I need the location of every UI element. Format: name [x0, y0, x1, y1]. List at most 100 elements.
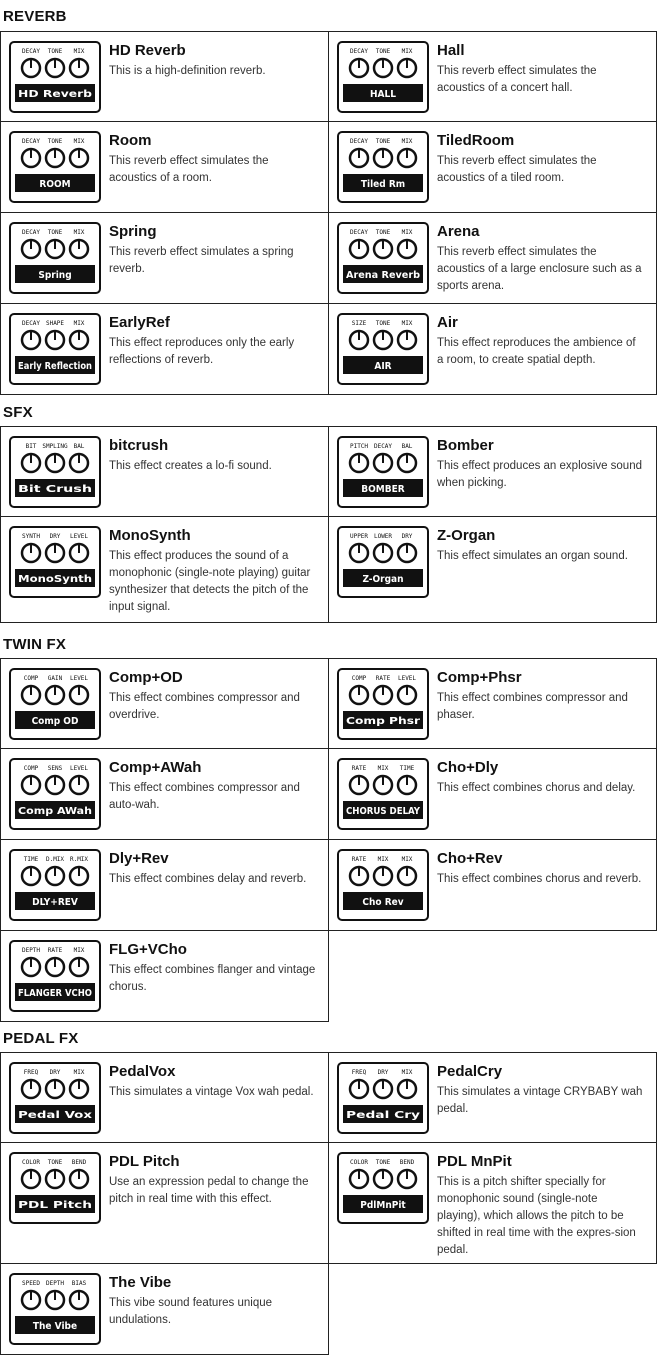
svg-text:TONE: TONE [376, 229, 391, 236]
svg-text:Pedal Vox: Pedal Vox [18, 1110, 92, 1121]
effect-name: PDL MnPit [437, 1153, 512, 1170]
effect-description: This effect simulates an organ sound. [437, 550, 628, 562]
svg-text:DRY: DRY [50, 533, 61, 540]
svg-text:DECAY: DECAY [22, 48, 40, 55]
flg-vcho-pedal-icon: DEPTH RATE MIX FLANGER VCHO [7, 939, 103, 1013]
svg-text:COMP: COMP [24, 765, 39, 772]
svg-text:SMPLING: SMPLING [42, 443, 68, 450]
effect-grid: DECAY TONE MIX HD Reverb HD Reverb This is a … [0, 31, 658, 395]
svg-text:DECAY: DECAY [22, 229, 40, 236]
svg-text:LEVEL: LEVEL [70, 765, 88, 772]
svg-text:DEPTH: DEPTH [46, 1280, 64, 1287]
svg-text:MIX: MIX [74, 229, 85, 236]
effect-description: This vibe sound features unique undulati… [109, 1297, 273, 1326]
svg-text:TONE: TONE [48, 1159, 63, 1166]
svg-text:DEPTH: DEPTH [22, 947, 40, 954]
svg-text:MIX: MIX [402, 48, 413, 55]
effect-name: Z-Organ [437, 527, 496, 544]
svg-text:MIX: MIX [74, 48, 85, 55]
svg-text:RATE: RATE [352, 856, 367, 863]
svg-text:BIAS: BIAS [72, 1280, 87, 1287]
svg-text:DLY+REV: DLY+REV [32, 897, 78, 908]
effect-description: This reverb effect simulates the acousti… [437, 246, 642, 292]
effect-card: SIZE TONE MIX AIR Air This effect reproduces … [328, 303, 657, 395]
effect-name: MonoSynth [109, 527, 191, 544]
effect-name: Dly+Rev [109, 850, 169, 867]
effect-card: SYNTH DRY LEVEL MonoSynth MonoSynth This effe… [0, 516, 329, 623]
effect-name: Bomber [437, 437, 494, 454]
svg-text:DECAY: DECAY [350, 229, 368, 236]
bomber-pedal-icon: PITCH DECAY BAL BOMBER [335, 435, 431, 509]
svg-text:LEVEL: LEVEL [70, 533, 88, 540]
effect-name: HD Reverb [109, 42, 186, 59]
svg-text:DECAY: DECAY [350, 48, 368, 55]
effect-card: DEPTH RATE MIX FLANGER VCHO FLG+VCho This eff… [0, 930, 329, 1022]
svg-text:FLANGER VCHO: FLANGER VCHO [18, 988, 92, 999]
effect-name: Air [437, 314, 458, 331]
effect-description: This effect combines compressor and over… [109, 692, 300, 721]
svg-text:LOWER: LOWER [374, 533, 392, 540]
svg-text:MIX: MIX [74, 1069, 85, 1076]
svg-text:TONE: TONE [48, 229, 63, 236]
svg-text:TONE: TONE [376, 320, 391, 327]
effect-card: FREQ DRY MIX Pedal Cry PedalCry This simulate… [328, 1052, 657, 1143]
effect-card: COMP GAIN LEVEL Comp OD Comp+OD This effect c… [0, 658, 329, 749]
svg-text:TONE: TONE [48, 138, 63, 145]
section-title: TWIN FX [3, 636, 67, 653]
svg-text:DECAY: DECAY [22, 320, 40, 327]
air-pedal-icon: SIZE TONE MIX AIR [335, 312, 431, 386]
effect-card: DECAY TONE MIX Tiled Rm TiledRoom This reverb… [328, 121, 657, 213]
cho-dly-pedal-icon: RATE MIX TIME CHORUS DELAY [335, 757, 431, 831]
pedalvox-pedal-icon: FREQ DRY MIX Pedal Vox [7, 1061, 103, 1135]
svg-text:The Vibe: The Vibe [33, 1321, 77, 1332]
effect-name: PDL Pitch [109, 1153, 180, 1170]
svg-text:Spring: Spring [38, 270, 71, 281]
effect-description: This effect combines delay and reverb. [109, 873, 307, 885]
effect-name: Spring [109, 223, 157, 240]
effect-description: This reverb effect simulates the acousti… [437, 65, 597, 94]
svg-text:Comp OD: Comp OD [32, 716, 79, 727]
svg-text:TONE: TONE [376, 48, 391, 55]
hd-reverb-pedal-icon: DECAY TONE MIX HD Reverb [7, 40, 103, 114]
effect-card: COMP RATE LEVEL Comp Phsr Comp+Phsr This effe… [328, 658, 657, 749]
effect-name: PedalCry [437, 1063, 503, 1080]
pdl-mnpit-pedal-icon: COLOR TONE BEND PdlMnPit [335, 1151, 431, 1225]
effect-name: Comp+Phsr [437, 669, 522, 686]
effect-card: DECAY TONE MIX HD Reverb HD Reverb This is a … [0, 31, 329, 122]
svg-text:BAL: BAL [402, 443, 413, 450]
svg-text:TIME: TIME [24, 856, 39, 863]
effect-description: This reverb effect simulates the acousti… [437, 155, 597, 184]
svg-text:DRY: DRY [402, 533, 413, 540]
svg-text:TONE: TONE [48, 48, 63, 55]
svg-text:MIX: MIX [402, 229, 413, 236]
effect-card: RATE MIX TIME CHORUS DELAY Cho+Dly This effec… [328, 748, 657, 840]
svg-text:MIX: MIX [378, 765, 389, 772]
svg-text:Z-Organ: Z-Organ [362, 574, 403, 585]
effect-name: TiledRoom [437, 132, 515, 149]
svg-text:BEND: BEND [72, 1159, 87, 1166]
pedalcry-pedal-icon: FREQ DRY MIX Pedal Cry [335, 1061, 431, 1135]
effect-description: This effect produces an explosive sound … [437, 460, 642, 489]
effect-description: This is a pitch shifter specially for mo… [437, 1176, 636, 1256]
svg-text:BOMBER: BOMBER [361, 484, 404, 495]
svg-text:AIR: AIR [374, 361, 391, 372]
earlyref-pedal-icon: DECAY SHAPE MIX Early Reflection [7, 312, 103, 386]
arena-pedal-icon: DECAY TONE MIX Arena Reverb [335, 221, 431, 295]
effect-name: FLG+VCho [109, 941, 187, 958]
svg-text:D.MIX: D.MIX [46, 856, 64, 863]
svg-text:MIX: MIX [378, 856, 389, 863]
effect-name: Cho+Rev [437, 850, 503, 867]
section-title: REVERB [3, 8, 67, 25]
svg-text:MIX: MIX [402, 138, 413, 145]
effect-name: PedalVox [109, 1063, 176, 1080]
effect-name: bitcrush [109, 437, 169, 454]
effect-card: DECAY TONE MIX ROOM Room This reverb effect s… [0, 121, 329, 213]
effect-description: This effect combines compressor and auto… [109, 782, 300, 811]
effect-name: Cho+Dly [437, 759, 499, 776]
room-pedal-icon: DECAY TONE MIX ROOM [7, 130, 103, 204]
effect-card: COLOR TONE BEND PdlMnPit PDL MnPit This is a … [328, 1142, 657, 1264]
svg-text:Tiled Rm: Tiled Rm [361, 179, 405, 190]
svg-text:Arena Reverb: Arena Reverb [346, 270, 421, 281]
effect-description: This effect creates a lo-fi sound. [109, 460, 272, 472]
effect-name: The Vibe [109, 1274, 172, 1291]
